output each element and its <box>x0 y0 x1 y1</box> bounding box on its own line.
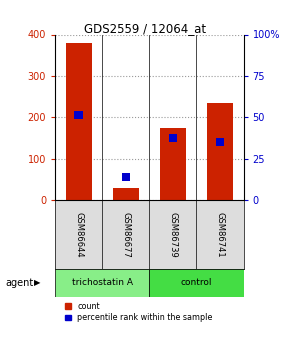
Bar <box>149 269 244 297</box>
Text: GSM86741: GSM86741 <box>215 212 224 257</box>
Text: trichostatin A: trichostatin A <box>72 278 133 287</box>
Bar <box>169 134 177 142</box>
Text: GSM86739: GSM86739 <box>168 212 177 257</box>
Bar <box>55 269 149 297</box>
Text: GDS2559 / 12064_at: GDS2559 / 12064_at <box>84 22 206 36</box>
Bar <box>66 43 92 200</box>
Legend: count, percentile rank within the sample: count, percentile rank within the sample <box>65 302 213 322</box>
Bar <box>207 103 233 200</box>
Text: GSM86644: GSM86644 <box>74 212 83 257</box>
Text: agent: agent <box>6 278 34 288</box>
Bar <box>75 111 83 119</box>
Bar <box>216 138 224 146</box>
Bar <box>113 188 139 200</box>
Text: control: control <box>181 278 212 287</box>
Text: GSM86677: GSM86677 <box>121 212 130 257</box>
Bar <box>160 128 186 200</box>
Bar <box>122 173 130 181</box>
Text: ▶: ▶ <box>35 278 41 287</box>
